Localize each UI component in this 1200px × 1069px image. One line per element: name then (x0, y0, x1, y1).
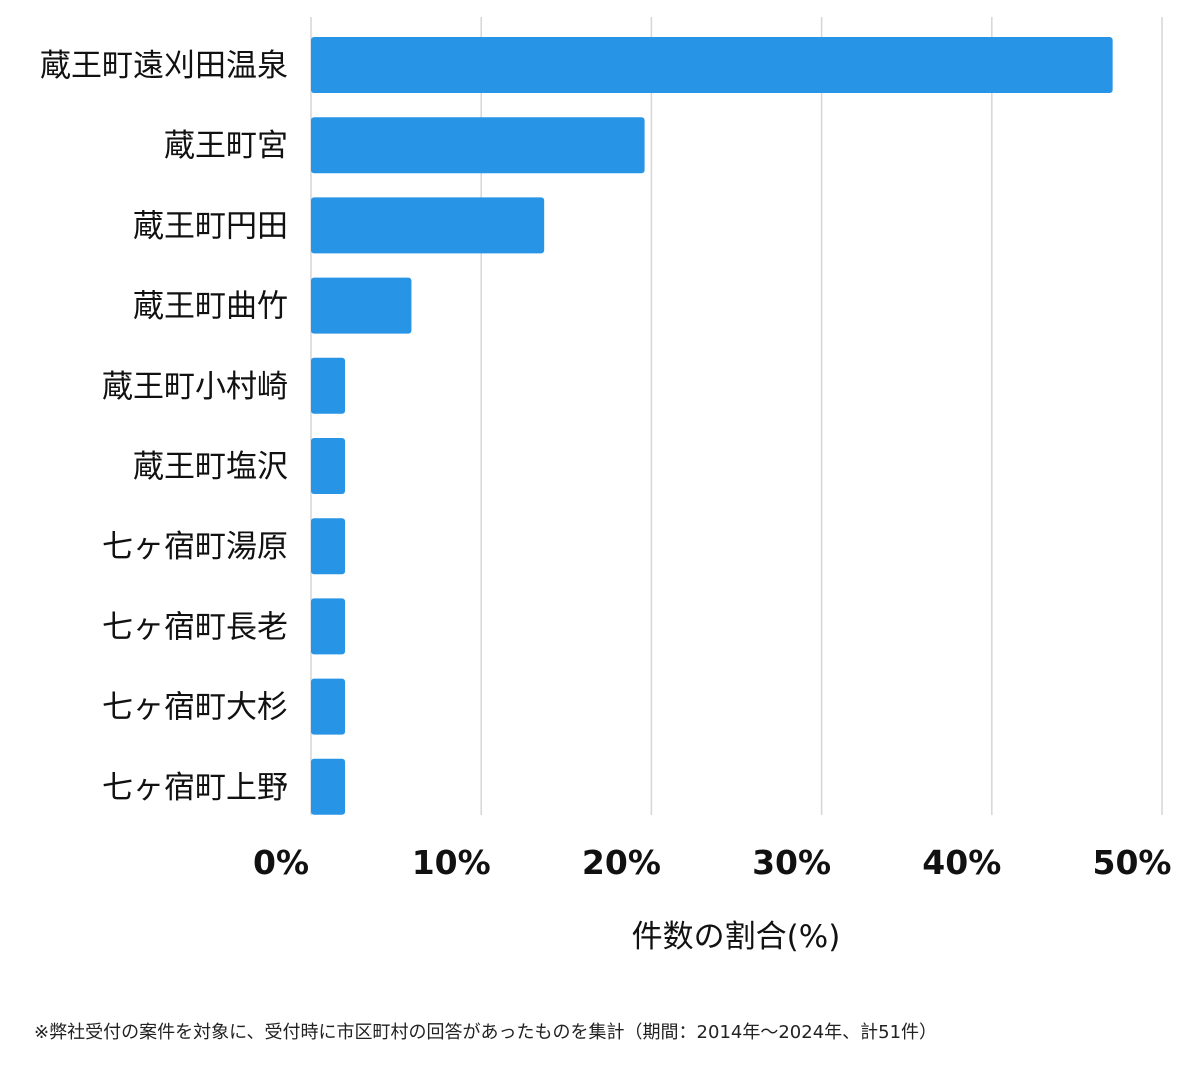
x-tick-labels: 0% 10% 20% 30% 40% 50% (253, 843, 1172, 882)
bar (311, 277, 412, 334)
bar-chart: 蔵王町遠刈田温泉蔵王町宮蔵王町円田蔵王町曲竹蔵王町小村崎蔵王町塩沢七ヶ宿町湯原七… (40, 17, 1172, 955)
category-label: 蔵王町小村崎 (102, 369, 288, 405)
x-tick-label: 40% (922, 843, 1001, 882)
category-label: 蔵王町塩沢 (133, 449, 288, 485)
bar (311, 37, 1113, 93)
bar (311, 598, 346, 655)
bar (311, 758, 346, 815)
x-tick-label: 50% (1093, 843, 1172, 882)
category-label: 七ヶ宿町上野 (102, 770, 288, 806)
category-label: 蔵王町遠刈田温泉 (40, 48, 288, 84)
category-label: 蔵王町宮 (164, 128, 288, 164)
category-label: 七ヶ宿町湯原 (102, 529, 288, 565)
footnote: ※弊社受付の案件を対象に、受付時に市区町村の回答があったものを集計（期間：201… (34, 1022, 938, 1043)
bar (311, 117, 645, 174)
bar (311, 438, 346, 494)
bar (311, 518, 346, 575)
bars (311, 37, 1113, 815)
x-tick-label: 30% (752, 843, 831, 882)
category-label: 蔵王町円田 (133, 208, 288, 244)
x-axis-title: 件数の割合(%) (632, 919, 841, 955)
category-label: 七ヶ宿町長老 (102, 609, 288, 645)
bar (311, 357, 346, 414)
category-label: 七ヶ宿町大杉 (102, 690, 288, 726)
bar (311, 197, 545, 254)
category-labels: 蔵王町遠刈田温泉蔵王町宮蔵王町円田蔵王町曲竹蔵王町小村崎蔵王町塩沢七ヶ宿町湯原七… (40, 48, 288, 806)
x-tick-label: 10% (412, 843, 491, 882)
category-label: 蔵王町曲竹 (133, 289, 288, 325)
x-tick-label: 20% (582, 843, 661, 882)
bar (311, 678, 346, 735)
x-tick-label: 0% (253, 843, 309, 882)
